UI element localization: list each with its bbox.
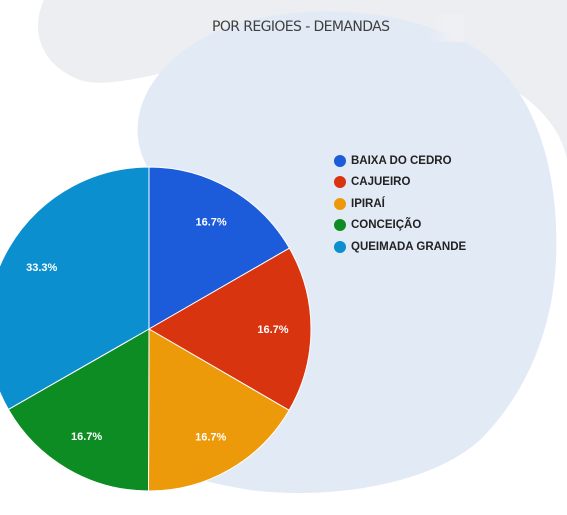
legend-label: BAIXA DO CEDRO [351, 154, 452, 167]
legend-swatch-icon [334, 219, 346, 232]
legend-label: CONCEIÇÃO [351, 219, 422, 232]
legend-swatch-icon [334, 197, 346, 210]
legend-swatch-icon [334, 154, 346, 167]
legend-item-2[interactable]: IPIRAÍ [334, 193, 466, 215]
title-fade-overlay [428, 14, 464, 42]
pie-slice-0[interactable] [148, 166, 291, 330]
legend-item-4[interactable]: QUEIMADA GRANDE [334, 236, 466, 258]
legend-label: IPIRAÍ [351, 197, 385, 210]
legend-item-3[interactable]: CONCEIÇÃO [334, 215, 466, 237]
legend-swatch-icon [334, 240, 346, 253]
legend-label: CAJUEIRO [351, 176, 411, 189]
pie-slice-2[interactable] [147, 328, 290, 492]
legend-item-0[interactable]: BAIXA DO CEDRO [334, 150, 466, 172]
slice-data-label-1: 16.7% [257, 324, 288, 336]
slice-data-label-2: 16.7% [195, 432, 226, 444]
pie-slice-3[interactable] [7, 328, 150, 492]
pie-slice-1[interactable] [148, 247, 312, 411]
legend-item-1[interactable]: CAJUEIRO [334, 172, 466, 194]
slice-data-label-4: 33.3% [26, 262, 57, 274]
chart-title: POR REGIÕES - DEMANDAS [212, 19, 390, 35]
slice-data-label-3: 16.7% [71, 431, 102, 443]
chart-legend: BAIXA DO CEDRO CAJUEIRO IPIRAÍ CONCEIÇÃO QUE… [334, 150, 466, 258]
legend-swatch-icon [334, 176, 346, 189]
slice-data-label-0: 16.7% [195, 217, 226, 229]
pie-slice-4[interactable] [0, 166, 150, 411]
legend-label: QUEIMADA GRANDE [351, 240, 467, 253]
